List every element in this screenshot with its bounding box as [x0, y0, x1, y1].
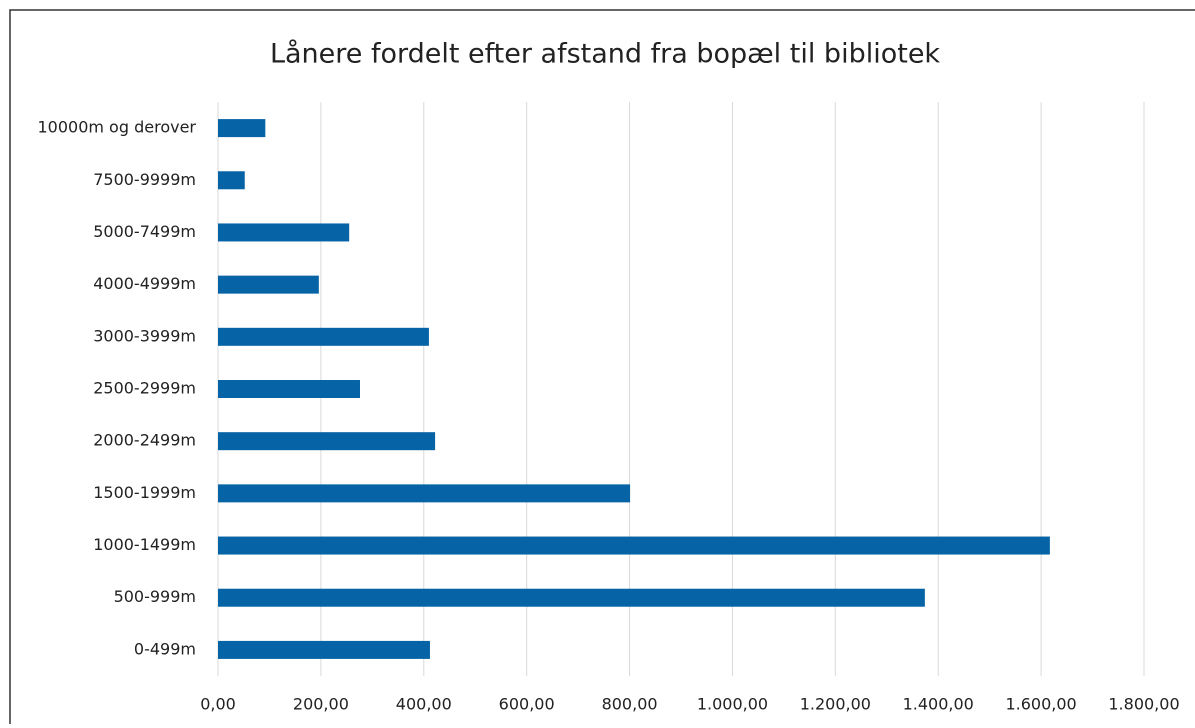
x-tick-label: 1.800,00	[1108, 695, 1179, 714]
bar	[218, 223, 350, 242]
bar	[218, 484, 631, 503]
y-tick-label: 2000-2499m	[93, 431, 196, 450]
y-tick-label: 500-999m	[114, 587, 196, 606]
y-tick-label: 0-499m	[134, 639, 196, 658]
y-tick-label: 1500-1999m	[93, 483, 196, 502]
x-tick-label: 1.600,00	[1005, 695, 1076, 714]
bar	[218, 536, 1050, 555]
chart-title: Lånere fordelt efter afstand fra bopæl t…	[270, 39, 940, 70]
bar	[218, 119, 266, 138]
y-tick-label: 5000-7499m	[93, 222, 196, 241]
x-tick-label: 600,00	[499, 695, 555, 714]
chart-frame	[9, 9, 1195, 728]
y-tick-label: 1000-1499m	[93, 535, 196, 554]
bar	[218, 380, 360, 398]
bar	[218, 432, 436, 451]
x-tick-label: 400,00	[396, 695, 452, 714]
bar	[218, 275, 319, 294]
x-tick-label: 200,00	[293, 695, 349, 714]
bar	[218, 588, 925, 607]
bar	[218, 171, 245, 190]
y-tick-label: 10000m og derover	[37, 118, 196, 137]
y-tick-label: 3000-3999m	[93, 326, 196, 345]
bar	[218, 327, 429, 346]
y-tick-label: 7500-9999m	[93, 170, 196, 189]
bar	[218, 640, 430, 659]
y-tick-label: 2500-2999m	[93, 379, 196, 398]
x-tick-label: 1.200,00	[800, 695, 871, 714]
y-tick-label: 4000-4999m	[93, 274, 196, 293]
x-tick-label: 0,00	[200, 695, 236, 714]
x-tick-label: 1.400,00	[903, 695, 974, 714]
x-tick-label: 800,00	[602, 695, 658, 714]
x-tick-label: 1.000,00	[697, 695, 768, 714]
